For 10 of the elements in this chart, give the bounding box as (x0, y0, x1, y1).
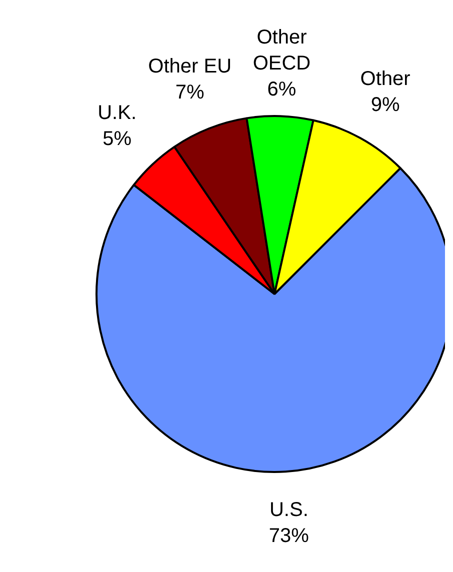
slice-label: U.S. (269, 499, 308, 522)
data-label: 7% (175, 82, 204, 104)
slice-label: U.K. (98, 102, 137, 124)
slice-label: Other (360, 68, 411, 90)
slice-label: Other EU (148, 56, 232, 78)
data-label: 6% (267, 78, 296, 101)
data-label: 73% (268, 525, 310, 548)
data-label: 5% (102, 128, 132, 150)
data-label: 9% (370, 94, 400, 116)
slice-label: Other OECD (252, 26, 311, 75)
